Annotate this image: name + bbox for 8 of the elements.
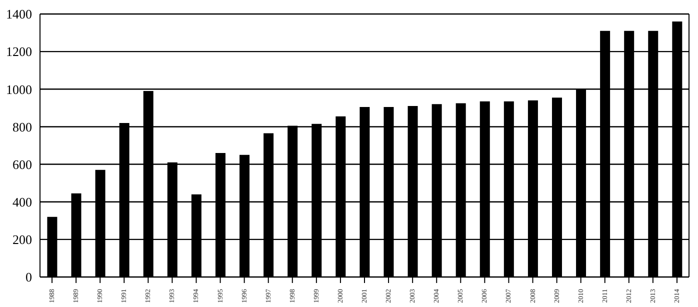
y-tick-label: 1200 (6, 44, 32, 60)
y-tick-label: 200 (12, 232, 32, 248)
y-tick-label: 0 (26, 270, 32, 285)
y-tick-label: 400 (12, 194, 32, 210)
y-tick-label: 1000 (6, 82, 32, 97)
y-tick-label: 800 (12, 119, 32, 134)
y-tick-label: 600 (12, 156, 32, 172)
y-tick-label: 1400 (6, 6, 32, 22)
